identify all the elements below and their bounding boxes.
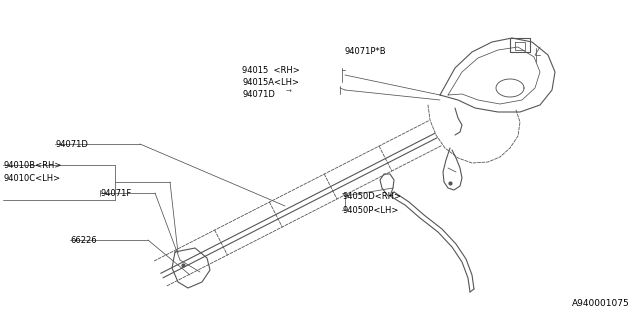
Text: 94050D<RH>: 94050D<RH> bbox=[342, 191, 401, 201]
Text: 94015A<LH>: 94015A<LH> bbox=[242, 77, 299, 86]
Text: →: → bbox=[286, 89, 292, 95]
Text: 94015  <RH>: 94015 <RH> bbox=[242, 66, 300, 75]
Text: 94071D: 94071D bbox=[242, 90, 275, 99]
Text: 66226: 66226 bbox=[70, 236, 97, 244]
Text: 94050P<LH>: 94050P<LH> bbox=[342, 205, 398, 214]
Text: 94071P*B: 94071P*B bbox=[344, 46, 386, 55]
Text: 94071D: 94071D bbox=[55, 140, 88, 148]
Text: 94010C<LH>: 94010C<LH> bbox=[3, 173, 60, 182]
Text: 94071F: 94071F bbox=[100, 188, 131, 197]
Text: 94010B<RH>: 94010B<RH> bbox=[3, 161, 61, 170]
Text: A940001075: A940001075 bbox=[572, 299, 630, 308]
